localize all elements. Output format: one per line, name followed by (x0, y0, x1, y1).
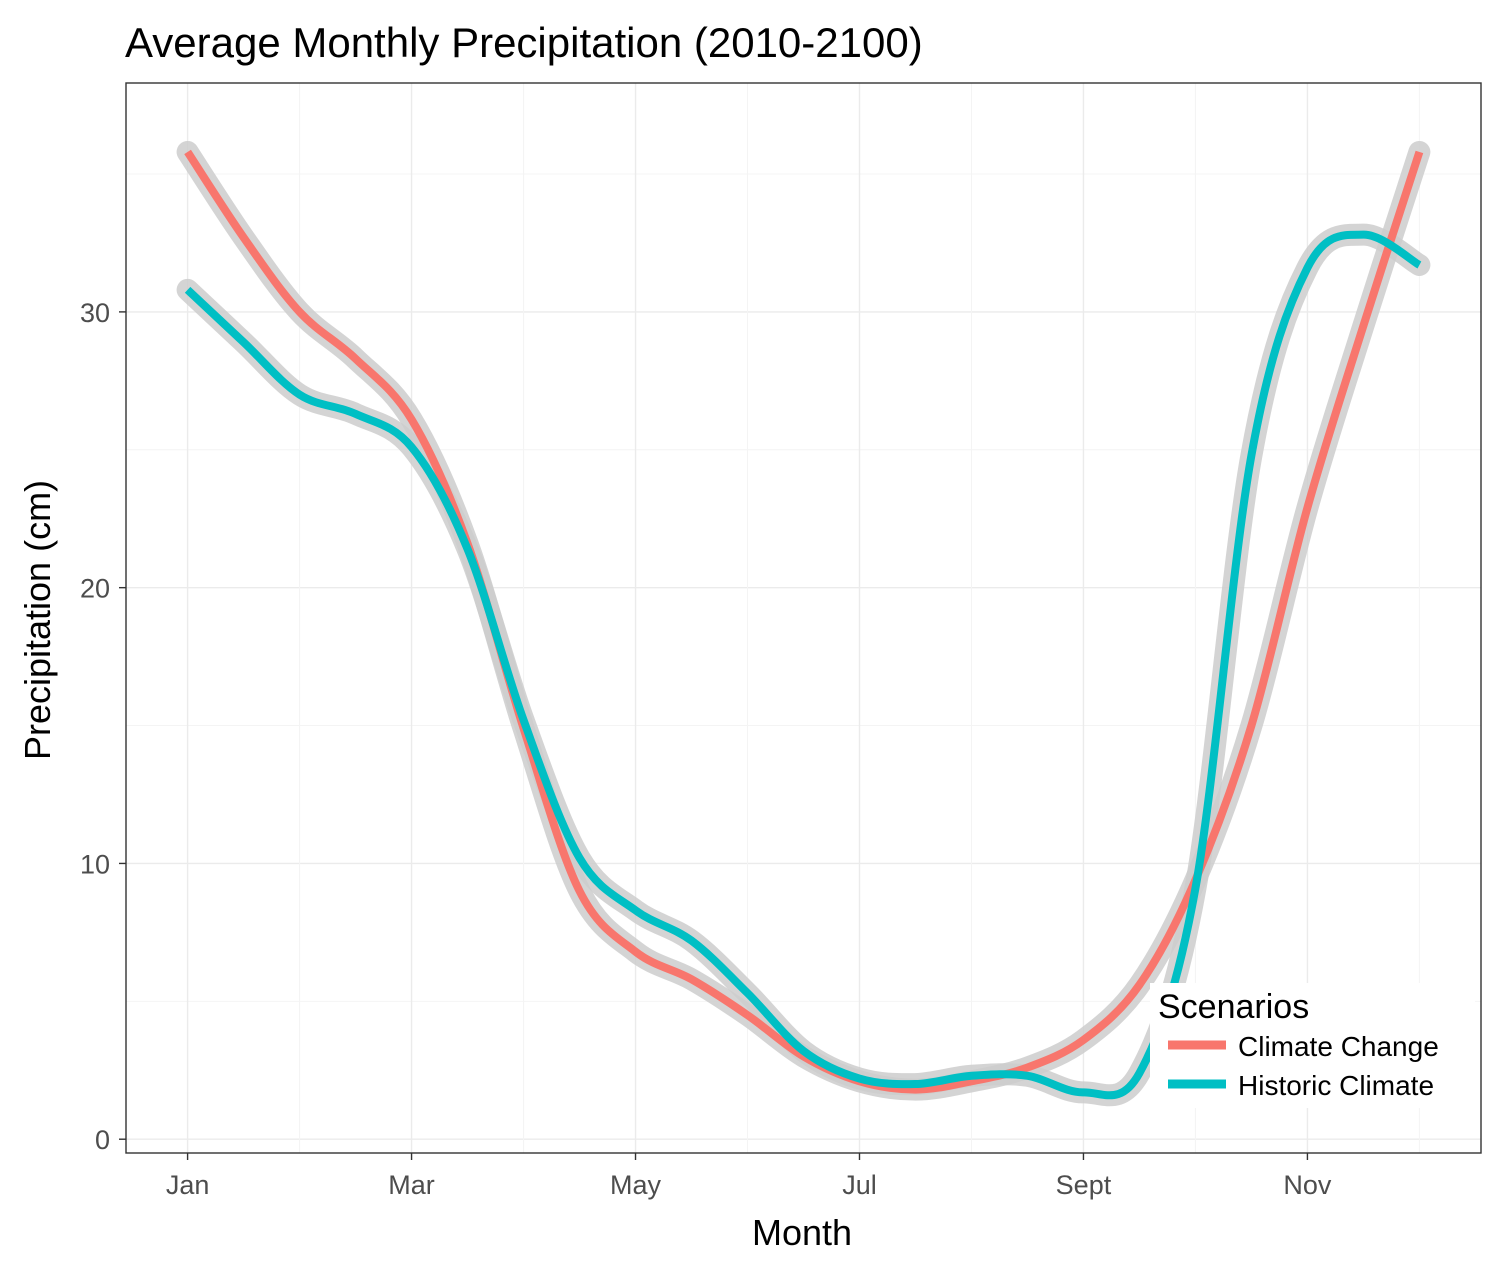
legend-title: Scenarios (1158, 988, 1309, 1026)
panel-border (125, 82, 1482, 1154)
legend-label-climate-change: Climate Change (1238, 1031, 1439, 1062)
x-tick-label: Sept (1056, 1170, 1112, 1200)
y-tick-label: 30 (80, 298, 110, 328)
x-tick-label: May (610, 1170, 662, 1200)
gridlines (126, 83, 1481, 1153)
legend: Scenarios Climate Change Historic Climat… (1150, 983, 1475, 1108)
series-line-historic-climate (184, 230, 1422, 1100)
chart-title: Average Monthly Precipitation (2010-2100… (125, 19, 923, 66)
x-axis: Jan Mar May Jul Sept Nov (166, 1153, 1332, 1200)
y-tick-label: 0 (95, 1125, 110, 1155)
panel-background (126, 83, 1481, 1153)
series-line-climate-change (184, 149, 1424, 1094)
plot-area (125, 82, 1482, 1154)
y-tick-label: 20 (80, 574, 110, 604)
y-tick-label: 10 (80, 849, 110, 879)
y-axis-title: Precipitation (cm) (17, 480, 58, 760)
legend-label-historic-climate: Historic Climate (1238, 1070, 1434, 1101)
x-tick-label: Nov (1283, 1170, 1332, 1200)
x-axis-title: Month (752, 1212, 852, 1253)
y-axis: 0 10 20 30 (80, 298, 126, 1155)
x-tick-label: Jan (166, 1170, 210, 1200)
x-tick-label: Mar (388, 1170, 435, 1200)
x-tick-label: Jul (842, 1170, 877, 1200)
